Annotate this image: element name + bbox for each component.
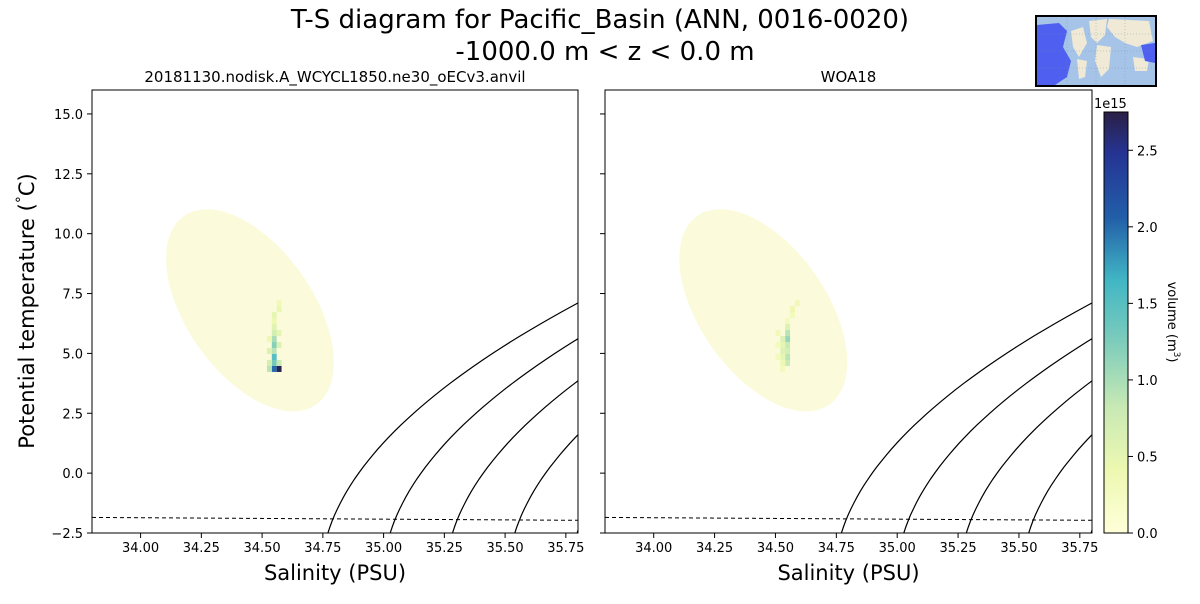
x-tick-label: 34.25 xyxy=(696,541,733,556)
heatmap-cell xyxy=(272,318,277,324)
x-tick-label: 35.00 xyxy=(879,541,916,556)
panels: 34.00 34.25 34.50 34.75 35.00 35.25 35.50 35.75… xyxy=(14,66,1200,585)
x-tick-label: 34.00 xyxy=(122,541,159,556)
panel-title: 20181130.nodisk.A_WCYCL1850.ne30_oECv3.a… xyxy=(144,68,525,87)
y-tick-label: −2.5 xyxy=(51,527,83,542)
heatmap-cell xyxy=(272,336,277,342)
heatmap-cell xyxy=(267,348,272,354)
x-tick-label: 34.75 xyxy=(818,541,855,556)
heatmap-cell xyxy=(267,360,272,366)
heatmap-cell xyxy=(272,324,277,330)
colorbar-tick-label: 1.0 xyxy=(1137,374,1158,389)
heatmap-cell xyxy=(795,300,800,306)
heatmap-cell xyxy=(277,306,282,312)
heatmap-cell xyxy=(277,330,282,336)
heatmap-cell xyxy=(785,318,790,324)
panel-1: 34.00 34.25 34.50 34.75 35.00 35.25 35.50 35.75… xyxy=(14,66,1200,585)
x-tick-label: 34.50 xyxy=(243,541,280,556)
heatmap-cell xyxy=(790,306,795,312)
axes-frame xyxy=(92,90,578,533)
heatmap-cell xyxy=(267,366,272,372)
colorbar-gradient xyxy=(1104,112,1128,533)
heatmap-cell xyxy=(775,342,780,348)
y-axis-label: Potential temperature (°C) xyxy=(14,173,39,448)
x-tick-label: 34.50 xyxy=(757,541,794,556)
y-tick-label: 5.0 xyxy=(62,347,83,362)
heatmap-cell xyxy=(272,354,277,360)
freezing-line xyxy=(605,517,1092,520)
x-tick-label: 35.00 xyxy=(365,541,402,556)
heatmap-cell xyxy=(785,354,790,360)
heatmap-cell xyxy=(277,366,282,372)
heatmap-cell xyxy=(775,354,780,360)
low-volume-region xyxy=(132,180,368,441)
colorbar-label: volume (m3) xyxy=(1164,282,1181,363)
colorbar-tick-label: 2.0 xyxy=(1137,221,1158,236)
x-tick-label: 35.25 xyxy=(426,541,463,556)
heatmap-cell xyxy=(272,342,277,348)
y-tick-label: 0.0 xyxy=(62,467,83,482)
x-tick-label: 35.75 xyxy=(547,541,584,556)
heatmap-cell xyxy=(277,360,282,366)
colorbar: 0.0 0.5 1.0 1.5 2.0 2.5 1e15 volume (m3) xyxy=(1094,97,1181,542)
heatmap-cell xyxy=(277,342,282,348)
heatmap-cell xyxy=(775,330,780,336)
x-tick-label: 35.50 xyxy=(1000,541,1037,556)
heatmap-cell xyxy=(272,312,277,318)
figure-subtitle: -1000.0 m < z < 0.0 m xyxy=(455,37,754,67)
y-tick-label: 10.0 xyxy=(54,228,83,243)
heatmap-cell xyxy=(272,366,277,372)
y-tick-label: 7.5 xyxy=(62,288,83,303)
heatmap-cell xyxy=(785,360,790,366)
colorbar-scale: 1e15 xyxy=(1094,97,1127,112)
heatmap-cell xyxy=(785,330,790,336)
heatmap-cell xyxy=(790,312,795,318)
heatmap-cell xyxy=(277,300,282,306)
freezing-line xyxy=(92,517,578,520)
y-tick-label: 2.5 xyxy=(62,407,83,422)
sigma-contour xyxy=(1070,66,1200,557)
axes-frame xyxy=(605,90,1092,533)
low-volume-region xyxy=(645,180,881,441)
heatmap-cell xyxy=(272,360,277,366)
sigma-contour xyxy=(945,66,1200,557)
heatmap-cell xyxy=(780,342,785,348)
figure-title: T-S diagram for Pacific_Basin (ANN, 0016… xyxy=(290,5,909,35)
heatmap-cell xyxy=(785,348,790,354)
heatmap-cell xyxy=(780,336,785,342)
x-tick-label: 34.25 xyxy=(183,541,220,556)
heatmap-cell xyxy=(272,348,277,354)
heatmap-cell xyxy=(780,348,785,354)
heatmap-cell xyxy=(785,342,790,348)
heatmap-cell xyxy=(785,336,790,342)
sigma-contour xyxy=(509,66,1200,557)
x-tick-label: 34.00 xyxy=(635,541,672,556)
region-map-icon xyxy=(1035,15,1157,87)
heatmap-cell xyxy=(780,354,785,360)
heatmap-cell xyxy=(785,324,790,330)
colorbar-tick-label: 0.5 xyxy=(1137,450,1158,465)
colorbar-tick-label: 2.5 xyxy=(1137,144,1158,159)
sigma-contour xyxy=(1195,66,1200,557)
heatmap-cell xyxy=(780,360,785,366)
x-tick-label: 35.75 xyxy=(1061,541,1098,556)
x-tick-label: 34.75 xyxy=(304,541,341,556)
heatmap-cell xyxy=(272,330,277,336)
colorbar-tick-label: 0.0 xyxy=(1137,527,1158,542)
y-tick-label: 12.5 xyxy=(54,168,83,183)
x-tick-label: 35.50 xyxy=(486,541,523,556)
panel-title: WOA18 xyxy=(821,68,877,86)
x-axis-label: Salinity (PSU) xyxy=(777,561,919,585)
colorbar-tick-label: 1.5 xyxy=(1137,297,1158,312)
x-axis-label: Salinity (PSU) xyxy=(264,561,406,585)
heatmap-cell xyxy=(780,366,785,372)
y-tick-label: 15.0 xyxy=(54,108,83,123)
heatmap-cell xyxy=(267,336,272,342)
x-tick-label: 35.25 xyxy=(939,541,976,556)
